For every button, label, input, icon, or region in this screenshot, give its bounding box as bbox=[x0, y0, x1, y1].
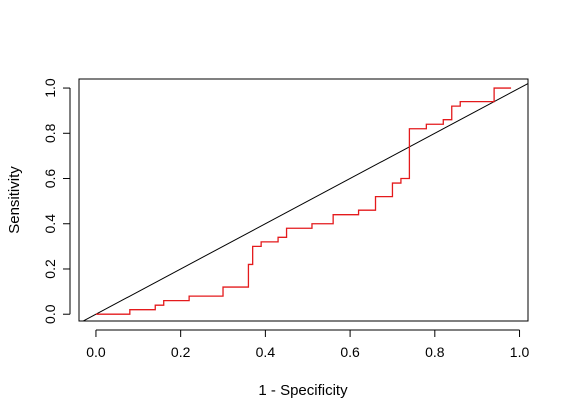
y-tick-label: 0.6 bbox=[42, 169, 58, 189]
diagonal-reference-line bbox=[82, 83, 528, 321]
x-tick-label: 0.6 bbox=[340, 344, 360, 360]
y-tick-label: 0.0 bbox=[42, 304, 58, 324]
y-axis: 0.0 0.2 0.4 0.6 0.8 1.0 bbox=[42, 78, 71, 324]
y-tick-label: 0.4 bbox=[42, 214, 58, 234]
y-tick-label: 1.0 bbox=[42, 78, 58, 98]
roc-curve bbox=[95, 87, 512, 315]
x-axis-label: 1 - Specificity bbox=[258, 382, 348, 399]
y-tick-label: 0.2 bbox=[42, 259, 58, 279]
plot-frame bbox=[78, 78, 529, 322]
x-axis: 0.0 0.2 0.4 0.6 0.8 1.0 bbox=[86, 329, 530, 360]
x-tick-label: 0.0 bbox=[86, 344, 106, 360]
x-tick-label: 1.0 bbox=[510, 344, 530, 360]
x-tick-label: 0.2 bbox=[171, 344, 191, 360]
y-tick-label: 0.8 bbox=[42, 123, 58, 143]
x-tick-label: 0.4 bbox=[256, 344, 276, 360]
plot-lines bbox=[82, 83, 528, 321]
y-axis-label: Sensitivity bbox=[6, 166, 23, 234]
x-tick-label: 0.8 bbox=[425, 344, 445, 360]
